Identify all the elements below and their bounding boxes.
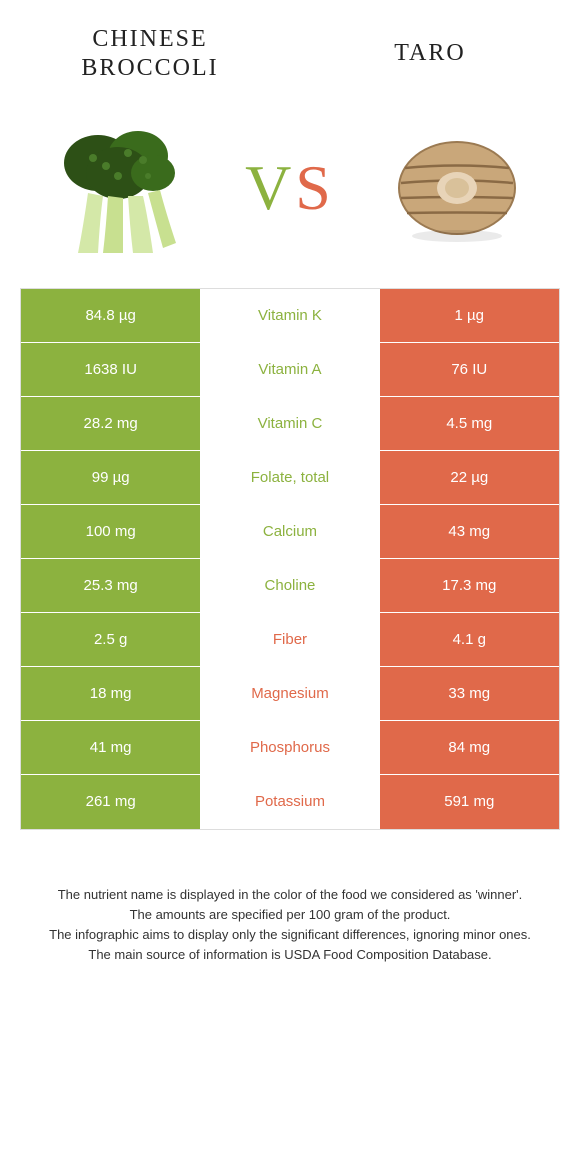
right-value: 33 mg: [380, 667, 559, 720]
vs-s: S: [295, 152, 335, 223]
footer-line: The nutrient name is displayed in the co…: [30, 885, 550, 905]
right-value: 76 IU: [380, 343, 559, 396]
nutrient-name: Choline: [200, 559, 379, 612]
right-value: 43 mg: [380, 505, 559, 558]
table-row: 1638 IUVitamin A76 IU: [21, 343, 559, 397]
left-value: 28.2 mg: [21, 397, 200, 450]
table-row: 261 mgPotassium591 mg: [21, 775, 559, 829]
broccoli-icon: [48, 113, 198, 263]
header: Chinese broccoli Taro: [0, 0, 580, 98]
nutrient-name: Vitamin K: [200, 289, 379, 342]
nutrient-name: Vitamin C: [200, 397, 379, 450]
nutrient-name: Vitamin A: [200, 343, 379, 396]
nutrient-name: Potassium: [200, 775, 379, 829]
right-value: 591 mg: [380, 775, 559, 829]
nutrient-name: Phosphorus: [200, 721, 379, 774]
vs-label: VS: [245, 151, 335, 225]
right-value: 1 µg: [380, 289, 559, 342]
table-row: 99 µgFolate, total22 µg: [21, 451, 559, 505]
nutrient-name: Folate, total: [200, 451, 379, 504]
taro-icon: [382, 113, 532, 263]
nutrient-name: Fiber: [200, 613, 379, 666]
left-value: 2.5 g: [21, 613, 200, 666]
left-value: 99 µg: [21, 451, 200, 504]
left-value: 41 mg: [21, 721, 200, 774]
nutrient-name: Calcium: [200, 505, 379, 558]
left-value: 84.8 µg: [21, 289, 200, 342]
table-row: 28.2 mgVitamin C4.5 mg: [21, 397, 559, 451]
table-row: 100 mgCalcium43 mg: [21, 505, 559, 559]
right-value: 4.5 mg: [380, 397, 559, 450]
right-value: 22 µg: [380, 451, 559, 504]
images-row: VS: [0, 98, 580, 288]
nutrient-name: Magnesium: [200, 667, 379, 720]
right-value: 4.1 g: [380, 613, 559, 666]
left-value: 1638 IU: [21, 343, 200, 396]
table-row: 18 mgMagnesium33 mg: [21, 667, 559, 721]
left-value: 18 mg: [21, 667, 200, 720]
footer-line: The infographic aims to display only the…: [30, 925, 550, 945]
footer-notes: The nutrient name is displayed in the co…: [0, 830, 580, 986]
table-row: 2.5 gFiber4.1 g: [21, 613, 559, 667]
left-value: 261 mg: [21, 775, 200, 829]
right-value: 17.3 mg: [380, 559, 559, 612]
vs-v: V: [245, 152, 295, 223]
table-row: 41 mgPhosphorus84 mg: [21, 721, 559, 775]
footer-line: The main source of information is USDA F…: [30, 945, 550, 965]
nutrient-table: 84.8 µgVitamin K1 µg1638 IUVitamin A76 I…: [20, 288, 560, 830]
right-value: 84 mg: [380, 721, 559, 774]
left-value: 100 mg: [21, 505, 200, 558]
table-row: 25.3 mgCholine17.3 mg: [21, 559, 559, 613]
right-food-title: Taro: [304, 39, 556, 68]
table-row: 84.8 µgVitamin K1 µg: [21, 289, 559, 343]
left-value: 25.3 mg: [21, 559, 200, 612]
left-food-title: Chinese broccoli: [24, 25, 276, 83]
footer-line: The amounts are specified per 100 gram o…: [30, 905, 550, 925]
